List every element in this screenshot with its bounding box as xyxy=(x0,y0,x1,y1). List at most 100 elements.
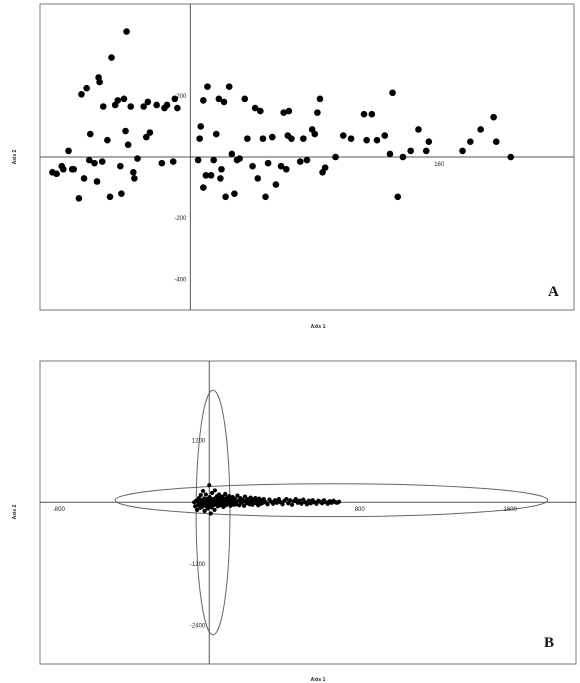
a-point xyxy=(236,155,243,162)
b-point xyxy=(202,508,207,514)
b-x-tick-label: 800 xyxy=(355,507,366,513)
a-point xyxy=(220,98,228,106)
a-point xyxy=(75,195,83,202)
a-y-tick-label: 200 xyxy=(176,94,187,100)
b-x-tick-label: 1600 xyxy=(503,507,517,513)
a-point xyxy=(241,95,249,103)
a-point xyxy=(394,193,402,201)
panel-b-ylabel: Axis 2 xyxy=(12,504,18,519)
panel-b-points xyxy=(192,483,342,516)
panel-a-tick-labels: 160320200-200-400 xyxy=(174,94,445,284)
a-point xyxy=(386,150,394,158)
a-y-tick-label: -400 xyxy=(174,277,187,283)
a-point xyxy=(70,165,77,173)
a-point xyxy=(140,103,147,110)
b-point xyxy=(297,498,302,503)
b-point xyxy=(336,499,342,504)
a-x-tick-label: 160 xyxy=(434,162,445,168)
a-point xyxy=(339,132,347,139)
a-point xyxy=(311,130,319,138)
b-point xyxy=(289,502,295,507)
b-point xyxy=(203,492,208,497)
b-point xyxy=(216,492,222,497)
a-point xyxy=(106,193,114,201)
a-point xyxy=(268,133,276,141)
panel-a-xlabel: Axis 1 xyxy=(311,324,326,330)
a-point xyxy=(134,155,141,162)
a-point xyxy=(200,184,207,191)
a-point xyxy=(212,130,220,138)
a-point xyxy=(53,170,60,178)
a-point xyxy=(251,104,259,112)
a-point xyxy=(415,126,422,133)
a-point xyxy=(131,175,138,182)
a-point xyxy=(277,162,285,170)
a-point xyxy=(492,138,500,145)
b-point xyxy=(288,498,293,503)
a-point xyxy=(280,109,287,116)
b-point xyxy=(308,501,313,506)
a-point xyxy=(122,127,129,135)
a-point xyxy=(254,175,262,182)
a-point xyxy=(174,104,181,112)
a-point xyxy=(202,172,210,179)
b-point xyxy=(286,501,291,506)
panel-a-label: A xyxy=(548,284,559,300)
b-point xyxy=(271,501,276,506)
panel-a-points xyxy=(49,28,515,202)
a-point xyxy=(373,136,381,144)
a-point xyxy=(163,101,171,109)
a-point xyxy=(169,158,177,165)
a-point xyxy=(78,90,85,98)
a-point xyxy=(231,190,238,198)
a-point xyxy=(197,123,205,130)
a-point xyxy=(477,126,484,133)
b-point xyxy=(223,491,228,497)
a-point xyxy=(158,159,166,167)
a-point xyxy=(91,159,98,167)
panel-b-label: B xyxy=(544,635,554,651)
a-point xyxy=(204,83,211,90)
a-point xyxy=(389,89,396,97)
a-point xyxy=(244,135,251,142)
a-point xyxy=(153,101,160,109)
panel-b-tick-labels: -800 800 1600 1200 -1200 -2400 xyxy=(53,439,518,630)
a-point xyxy=(490,113,497,121)
a-point xyxy=(86,130,94,138)
a-point xyxy=(117,162,124,170)
a-point xyxy=(96,78,103,86)
a-point xyxy=(259,135,267,142)
a-point xyxy=(218,165,225,173)
a-point xyxy=(288,135,295,142)
a-point xyxy=(303,156,311,164)
a-point xyxy=(257,107,264,115)
a-point xyxy=(120,95,128,103)
a-point xyxy=(399,153,407,161)
panel-b-frame xyxy=(39,360,577,665)
a-point xyxy=(422,147,430,155)
a-point xyxy=(85,156,93,164)
a-point xyxy=(130,169,137,176)
panel-b: -800 800 1600 1200 -1200 -2400 B Axis 1 Axis … xyxy=(12,360,577,683)
a-point xyxy=(407,147,414,155)
b-point xyxy=(235,493,240,498)
panel-b-axes xyxy=(40,361,576,664)
b-point xyxy=(232,496,237,501)
a-point xyxy=(314,109,321,116)
a-point xyxy=(507,153,515,161)
a-point xyxy=(123,28,130,35)
b-point xyxy=(320,501,325,506)
a-point xyxy=(425,138,433,145)
b-point xyxy=(198,492,203,498)
a-point xyxy=(80,175,88,182)
b-point xyxy=(276,497,281,502)
a-point xyxy=(316,95,324,103)
a-point xyxy=(93,178,101,185)
a-point xyxy=(381,132,389,139)
a-point xyxy=(127,103,135,110)
a-point xyxy=(285,107,293,115)
a-point xyxy=(146,129,154,136)
a-point xyxy=(99,103,107,110)
b-point xyxy=(194,507,200,513)
